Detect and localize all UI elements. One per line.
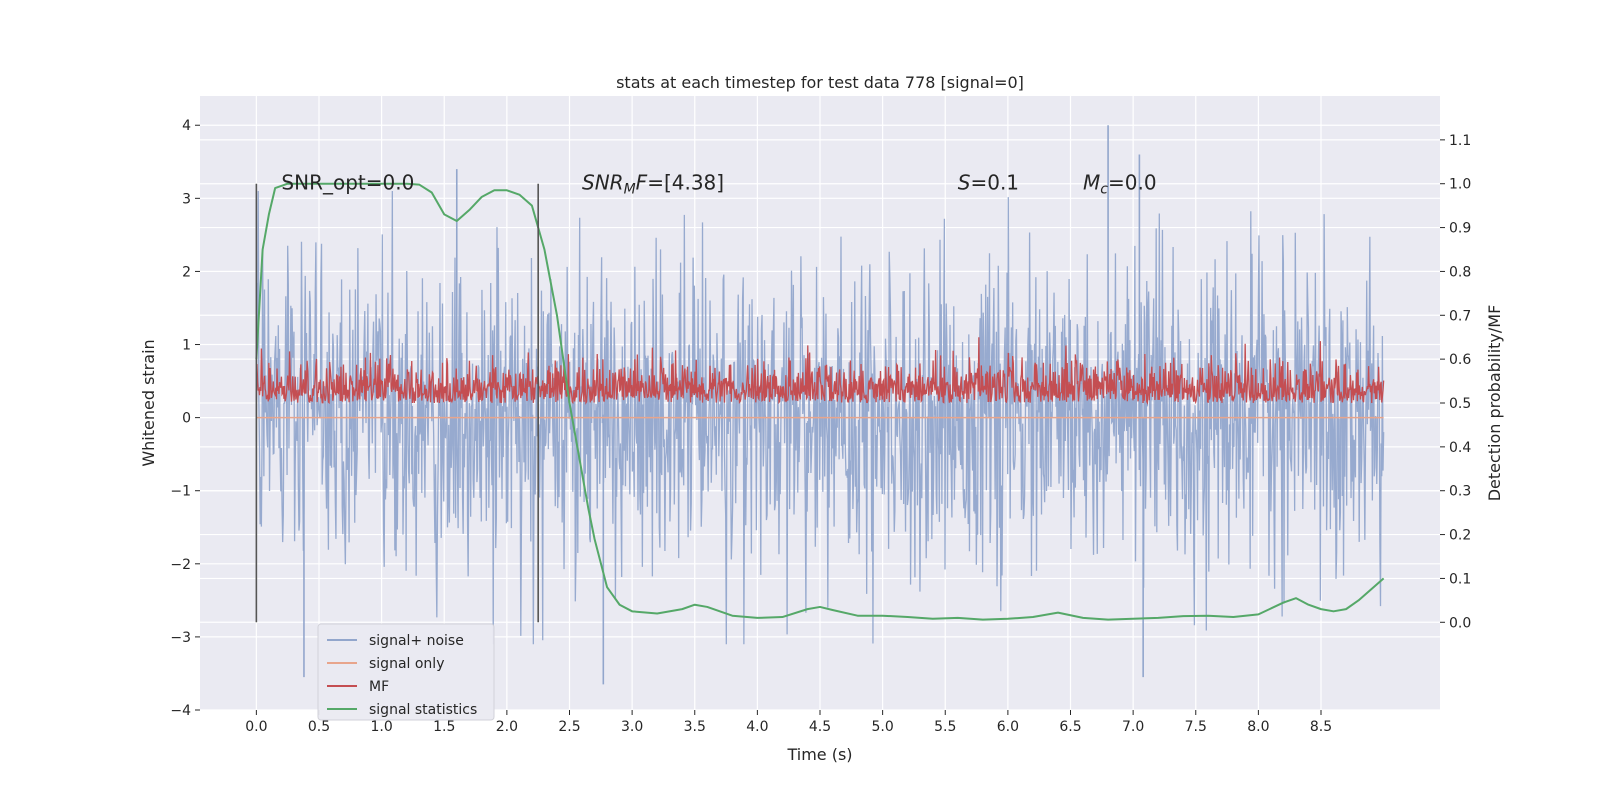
y-right-tick-label: 0.2 (1449, 528, 1471, 544)
y-right-tick-label: 0.8 (1449, 264, 1471, 280)
y-right-axis-ticks: 1.1 1.0 0.9 0.8 0.7 0.6 0.5 0.4 0.3 0.2 0.1 0.0 (1440, 133, 1471, 631)
mf-series (255, 337, 1385, 406)
annotation-text: S=0.1 (958, 171, 1019, 195)
x-tick-label: 8.5 (1310, 719, 1332, 735)
x-tick-label: 8.0 (1247, 719, 1269, 735)
y-axis-ticks: 4 3 2 1 0 −1 −2 −3 −4 (170, 118, 200, 719)
y-right-tick-label: 0.5 (1449, 396, 1471, 412)
x-tick-label: 1.5 (433, 719, 455, 735)
annotation-text: SNRMF=[4.38] (582, 171, 724, 198)
x-tick-label: 4.5 (809, 719, 831, 735)
vertical-markers (255, 183, 539, 623)
legend: signal+ noise signal only MF signal statist… (317, 623, 495, 721)
y-tick-label: −3 (170, 630, 191, 646)
y-right-tick-label: 0.4 (1449, 440, 1471, 456)
legend-label: signal statistics (369, 702, 477, 718)
x-tick-label: 5.0 (871, 719, 893, 735)
legend-box (317, 623, 495, 721)
x-tick-label: 6.5 (1059, 719, 1081, 735)
x-tick-label: 2.5 (558, 719, 580, 735)
x-axis-label: Time (s) (786, 745, 852, 764)
y-tick-label: 1 (182, 338, 191, 354)
y-tick-label: 4 (182, 118, 191, 134)
y-right-tick-label: 0.3 (1449, 484, 1471, 500)
y-tick-label: 3 (182, 191, 191, 207)
mf-line (255, 337, 1385, 406)
annotation-text: SNR_opt=0.0 (281, 171, 414, 195)
x-tick-label: 6.0 (997, 719, 1019, 735)
signal-statistics-line (255, 182, 1385, 621)
y-tick-label: −1 (170, 484, 191, 500)
y-right-axis-label: Detection probability/MF (1485, 305, 1504, 502)
x-tick-label: 2.0 (496, 719, 518, 735)
y-right-tick-label: 0.6 (1449, 352, 1471, 368)
annotations: SNR_opt=0.0 SNRMF=[4.38] S=0.1 Mc=0.0 (281, 171, 1156, 198)
y-axis-label: Whitened strain (139, 339, 158, 466)
x-tick-label: 5.5 (934, 719, 956, 735)
legend-label: signal+ noise (369, 633, 464, 649)
x-tick-label: 4.0 (746, 719, 768, 735)
signal-statistics-series (255, 182, 1385, 621)
y-right-tick-label: 0.7 (1449, 308, 1471, 324)
legend-label: signal only (369, 656, 444, 672)
y-right-tick-label: 0.0 (1449, 615, 1471, 631)
x-tick-label: 7.5 (1185, 719, 1207, 735)
legend-label: MF (369, 679, 389, 695)
x-tick-label: 0.5 (308, 719, 330, 735)
y-right-tick-label: 1.0 (1449, 177, 1471, 193)
x-tick-label: 7.0 (1122, 719, 1144, 735)
y-right-tick-label: 0.1 (1449, 571, 1471, 587)
x-tick-label: 0.0 (245, 719, 267, 735)
x-tick-label: 3.0 (621, 719, 643, 735)
y-right-tick-label: 1.1 (1449, 133, 1471, 149)
y-tick-label: 0 (182, 411, 191, 427)
x-tick-label: 1.0 (370, 719, 392, 735)
y-tick-label: 2 (182, 264, 191, 280)
y-tick-label: −2 (170, 557, 191, 573)
annotation-text: Mc=0.0 (1083, 171, 1157, 198)
x-axis-ticks: 0.0 0.5 1.0 1.5 2.0 2.5 3.0 3.5 4.0 4.5 5.0 5.5 6.0 6… (245, 710, 1332, 735)
y-tick-label: −4 (170, 703, 191, 719)
chart-title: stats at each timestep for test data 778… (616, 73, 1024, 92)
x-tick-label: 3.5 (684, 719, 706, 735)
y-right-tick-label: 0.9 (1449, 221, 1471, 237)
